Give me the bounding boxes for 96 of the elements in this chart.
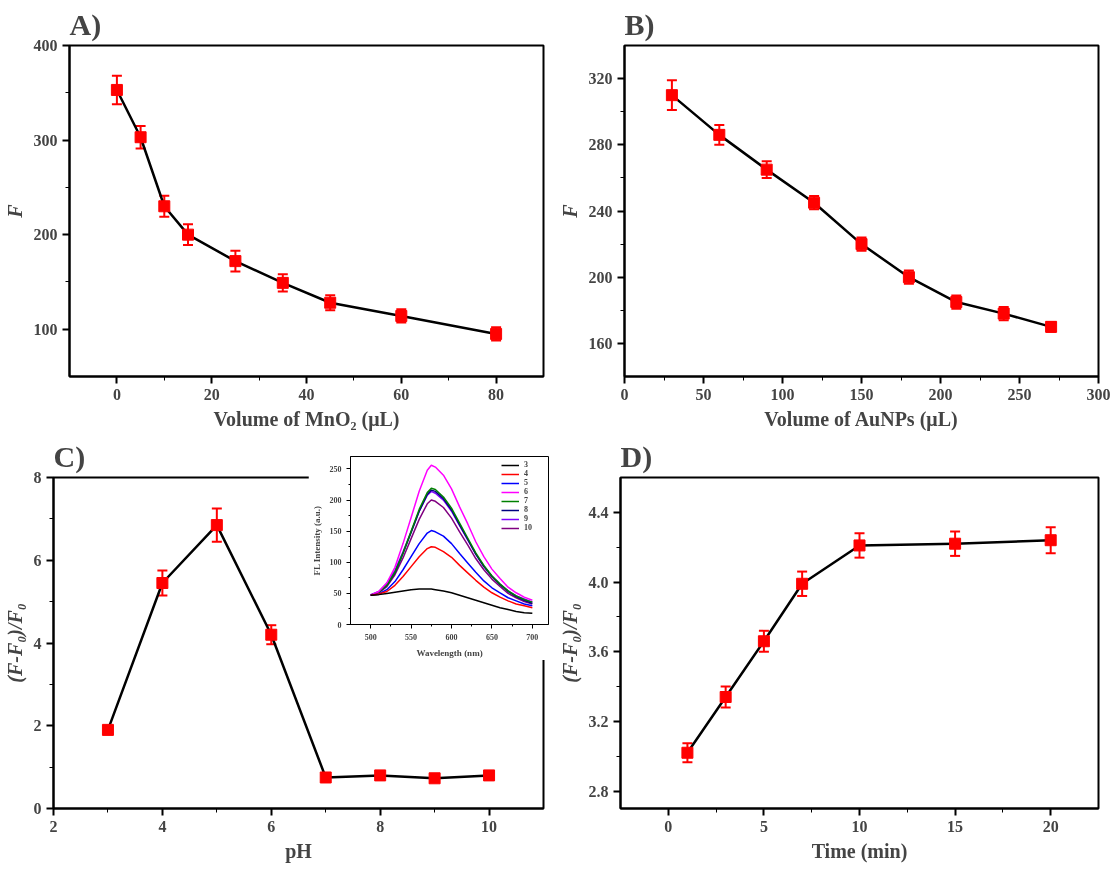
x-tick-label: 300 [1086, 385, 1111, 403]
point [210, 519, 223, 532]
x-tick-label: 10 [851, 817, 868, 835]
y-tick-label: 240 [588, 202, 613, 220]
y-tick-label: 150 [329, 527, 342, 537]
x-tick-label: 40 [298, 385, 315, 403]
x-tick-label: 60 [393, 385, 410, 403]
y-tick-label: 6 [33, 551, 42, 569]
point [757, 635, 770, 648]
line-series [369, 588, 534, 615]
x-tick-label: 550 [405, 632, 418, 642]
y-tick-label: 280 [588, 136, 613, 154]
chart-title: C) [53, 439, 86, 474]
chart-title: B) [624, 7, 655, 42]
y-tick-label: 4.0 [588, 573, 609, 591]
y-tick-label: 200 [329, 496, 342, 506]
point [483, 769, 496, 782]
legend-label: 8 [524, 505, 529, 514]
legend-label: 6 [524, 487, 529, 496]
y-axis-title: F [3, 203, 26, 219]
y-tick-label: 300 [33, 131, 58, 149]
point [156, 577, 169, 590]
point [158, 200, 171, 213]
y-tick-label: 4.4 [588, 503, 609, 521]
x-tick-label: 200 [928, 385, 953, 403]
legend-label: 7 [524, 496, 529, 505]
legend-label: 9 [524, 514, 529, 523]
x-tick-label: 15 [947, 817, 964, 835]
x-tick-label: 50 [695, 385, 712, 403]
x-tick-label: 0 [112, 385, 121, 403]
y-tick-label: 100 [329, 558, 342, 568]
y-tick-label: 400 [33, 37, 58, 54]
x-tick-label: 5 [759, 817, 768, 835]
point [681, 746, 694, 759]
x-axis-title: Wavelength (nm) [416, 647, 483, 658]
point [134, 131, 147, 144]
x-tick-label: 80 [488, 385, 505, 403]
y-tick-label: 2.8 [588, 782, 609, 800]
y-tick-label: 0 [33, 800, 42, 817]
x-tick-label: 4 [158, 817, 167, 835]
y-axis-title: (F-F₀)/F₀ [558, 603, 582, 683]
x-tick-label: 700 [526, 632, 539, 642]
x-tick-label: 8 [376, 817, 385, 835]
point [276, 276, 289, 289]
x-tick-label: 0 [620, 385, 629, 403]
x-axis-title: Volume of AuNPs (μL) [764, 407, 958, 431]
y-tick-label: 2 [33, 717, 42, 735]
point [796, 577, 809, 590]
y-tick-label: 200 [588, 268, 613, 286]
point [101, 723, 114, 736]
point [853, 539, 866, 552]
y-axis-title: F [558, 203, 581, 219]
point [182, 228, 194, 241]
legend-label: 10 [524, 523, 533, 532]
point [1044, 534, 1057, 547]
y-axis-title: FL Intensity (a.u.) [311, 505, 322, 576]
y-tick-label: 50 [333, 589, 342, 599]
y-tick-label: 320 [588, 70, 613, 88]
y-tick-label: 3.6 [588, 643, 609, 661]
point [265, 628, 278, 641]
point [428, 772, 441, 785]
y-tick-label: 160 [588, 334, 613, 352]
x-tick-label: 250 [1007, 385, 1032, 403]
y-tick-label: 8 [33, 469, 42, 486]
legend-label: 5 [524, 478, 529, 487]
y-tick-label: 250 [329, 464, 342, 474]
x-tick-label: 20 [203, 385, 220, 403]
x-axis-title: pH [285, 839, 313, 863]
y-axis-title: (F-F₀)/F₀ [3, 603, 27, 683]
point [319, 771, 332, 784]
point [713, 128, 726, 141]
y-tick-label: 200 [33, 226, 58, 244]
legend-label: 3 [524, 460, 529, 469]
chart-title: D) [620, 439, 653, 474]
point [665, 89, 678, 102]
point [949, 537, 962, 550]
x-tick-label: 20 [1042, 817, 1059, 835]
x-axis-title: Volume of MnO₂ (μL) [213, 407, 400, 431]
x-tick-label: 10 [481, 817, 498, 835]
x-tick-label: 150 [849, 385, 874, 403]
x-axis-title: Time (min) [811, 839, 908, 863]
x-tick-label: 600 [445, 632, 458, 642]
y-tick-label: 3.2 [588, 712, 609, 730]
x-tick-label: 0 [664, 817, 673, 835]
x-tick-label: 500 [364, 632, 377, 642]
y-tick-label: 100 [33, 320, 58, 338]
point [110, 83, 123, 96]
y-tick-label: 0 [337, 620, 342, 630]
x-tick-label: 100 [770, 385, 795, 403]
point [229, 255, 242, 268]
point [719, 691, 732, 704]
legend-label: 4 [524, 469, 529, 478]
chart-title: A) [69, 7, 102, 42]
x-tick-label: 6 [267, 817, 276, 835]
x-tick-label: 650 [485, 632, 498, 642]
point [374, 769, 387, 782]
